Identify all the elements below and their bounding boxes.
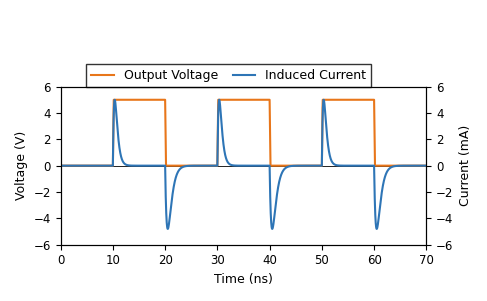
Line: Induced Current: Induced Current: [61, 100, 426, 229]
Output Voltage: [79, 164, 85, 167]
Induced Current: [404, 164, 410, 167]
Output Voltage: [404, 164, 410, 167]
Induced Current: [423, 164, 429, 167]
Output Voltage: [73, 164, 79, 167]
Induced Current: [374, 227, 380, 231]
Y-axis label: Current (mA): Current (mA): [459, 125, 472, 206]
Induced Current: [79, 164, 85, 167]
Induced Current: [59, 164, 65, 167]
Line: Output Voltage: Output Voltage: [61, 100, 426, 166]
Output Voltage: [58, 164, 64, 167]
Output Voltage: [237, 98, 243, 101]
Output Voltage: [130, 98, 135, 101]
Output Voltage: [423, 164, 429, 167]
Output Voltage: [59, 164, 65, 167]
Induced Current: [73, 164, 79, 167]
Induced Current: [321, 98, 327, 101]
X-axis label: Time (ns): Time (ns): [214, 273, 273, 286]
Legend: Output Voltage, Induced Current: Output Voltage, Induced Current: [86, 64, 372, 87]
Induced Current: [237, 164, 243, 167]
Output Voltage: [111, 98, 116, 101]
Induced Current: [58, 164, 64, 167]
Induced Current: [130, 164, 135, 167]
Y-axis label: Voltage (V): Voltage (V): [15, 131, 28, 200]
